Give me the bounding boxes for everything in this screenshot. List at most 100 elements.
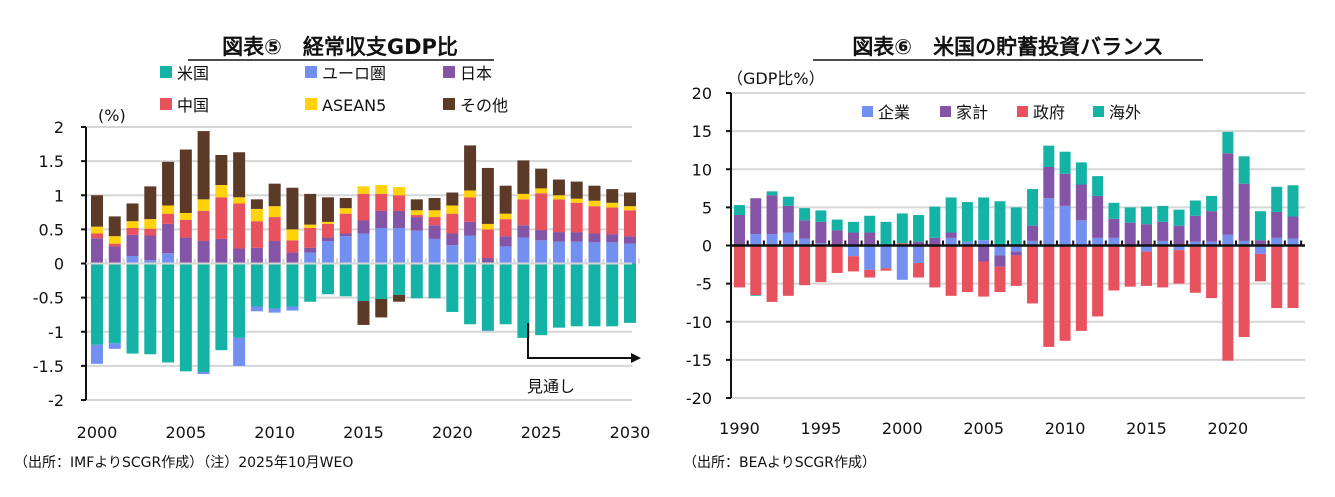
bar-euro-2010	[268, 308, 281, 313]
bar-foreign-2019	[1206, 195, 1218, 212]
bar-other-2008	[233, 152, 246, 198]
bar-other-2015	[357, 301, 370, 325]
bar-china-2030	[624, 210, 636, 237]
bar-japan-2028	[588, 233, 601, 243]
bar-us-2003	[144, 263, 157, 355]
bar-euro-2029	[606, 242, 619, 264]
legend-swatch-gov	[1017, 106, 1028, 117]
bar-asean5-2026	[552, 195, 565, 200]
bar-japan-2020	[446, 233, 459, 246]
bar-us-2016	[375, 263, 388, 299]
bar-household-2016	[1157, 221, 1169, 241]
bar-foreign-2024	[1287, 185, 1299, 217]
bar-gov-2011	[1075, 245, 1087, 331]
bar-china-2014	[339, 213, 352, 234]
bar-corp-2013	[1108, 237, 1120, 246]
bar-corp-1992	[766, 234, 778, 246]
y-tick-label: -20	[686, 389, 712, 408]
bar-euro-2026	[552, 241, 565, 264]
bar-corp-1993	[782, 232, 794, 246]
bar-other-2005	[179, 149, 192, 213]
bar-us-2001	[108, 263, 121, 344]
bar-china-2007	[215, 197, 228, 239]
bar-euro-2018	[410, 230, 423, 264]
bar-foreign-2000	[896, 213, 908, 244]
bar-asean5-2025	[535, 188, 548, 194]
bar-us-2012	[304, 263, 317, 302]
bar-foreign-1993	[782, 196, 794, 206]
bar-us-2007	[215, 263, 228, 351]
bar-us-2025	[535, 263, 548, 336]
bar-foreign-2004	[961, 202, 973, 242]
bar-foreign-2009	[1043, 145, 1055, 167]
bar-us-2013	[321, 263, 334, 295]
y-tick-label: 0.5	[39, 220, 64, 239]
y-tick-label: 20	[692, 84, 712, 103]
bar-gov-1999	[880, 268, 892, 271]
bar-japan-2029	[606, 234, 619, 243]
y-tick-label: -1.5	[33, 357, 64, 376]
y-tick-label: 5	[702, 198, 712, 217]
bar-corp-2005	[978, 240, 990, 246]
x-tick-label: 1990	[719, 419, 760, 438]
bar-corp-1991	[750, 234, 762, 246]
bar-japan-2011	[286, 252, 299, 264]
bar-foreign-1995	[815, 210, 827, 222]
bar-us-2028	[588, 263, 601, 327]
bar-us-2010	[268, 263, 281, 309]
bar-household-2022	[1254, 240, 1266, 246]
x-tick-label: 2005	[165, 423, 206, 442]
bar-foreign-2001	[913, 215, 925, 242]
bar-foreign-2018	[1189, 200, 1201, 216]
bar-other-2022	[481, 167, 494, 224]
bar-euro-2006	[197, 372, 210, 375]
bar-corp-2015	[1140, 245, 1152, 252]
bar-gov-2009	[1043, 245, 1055, 347]
x-tick-label: 2030	[610, 423, 651, 442]
bar-japan-2005	[179, 237, 192, 264]
bar-household-1994	[799, 220, 811, 239]
x-tick-label: 2000	[77, 423, 118, 442]
bar-other-2007	[215, 154, 228, 186]
y-tick-label: 1	[54, 186, 64, 205]
bar-japan-2016	[375, 210, 388, 229]
bar-corp-2017	[1173, 245, 1185, 251]
bar-asean5-2004	[162, 205, 175, 214]
bar-china-2000	[91, 233, 103, 239]
legend-label-corp: 企業	[878, 103, 910, 122]
bar-asean5-2030	[624, 206, 636, 211]
bar-japan-2006	[197, 240, 210, 264]
bar-japan-2027	[570, 232, 583, 242]
bar-asean5-2000	[91, 226, 103, 234]
bar-us-2017	[393, 263, 406, 295]
bar-foreign-2006	[994, 201, 1006, 246]
bar-japan-2025	[535, 230, 548, 241]
bar-us-2024	[517, 263, 530, 338]
bar-us-2019	[428, 263, 441, 299]
bar-japan-2014	[339, 233, 352, 237]
legend-swatch-corp	[862, 106, 873, 117]
bar-us-2008	[233, 263, 246, 338]
bar-corp-2001	[913, 245, 925, 264]
bar-china-2018	[410, 215, 423, 218]
bar-japan-2003	[144, 235, 157, 261]
bar-japan-2000	[91, 238, 103, 264]
bar-corp-2023	[1271, 237, 1283, 246]
bar-foreign-1991	[750, 295, 762, 296]
bar-foreign-2011	[1075, 162, 1087, 185]
bar-gov-1990	[734, 245, 745, 288]
bar-china-2003	[144, 228, 157, 236]
bar-other-2018	[410, 199, 423, 211]
bar-asean5-2013	[321, 221, 334, 224]
bar-other-2016	[375, 298, 388, 318]
bar-asean5-2003	[144, 219, 157, 229]
bar-corp-2010	[1059, 205, 1071, 246]
bar-household-2005	[978, 245, 990, 262]
bar-other-2029	[606, 189, 619, 203]
bar-gov-2005	[978, 261, 990, 297]
bar-japan-2007	[215, 238, 228, 264]
x-tick-label: 2015	[343, 423, 384, 442]
bar-us-2015	[357, 263, 370, 302]
